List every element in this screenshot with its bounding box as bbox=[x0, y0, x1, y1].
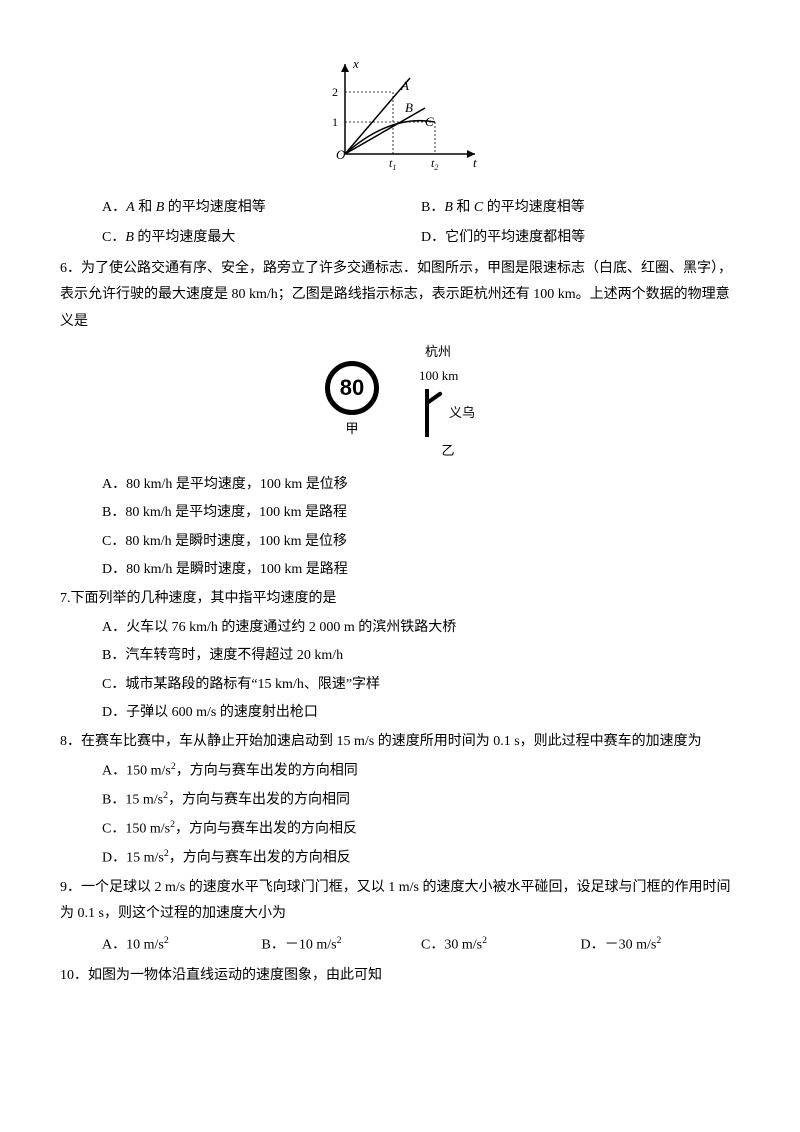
q8c-pre: C．150 m/s bbox=[102, 822, 170, 837]
q9-stem: 9．一个足球以 2 m/s 的速度水平飞向球门门框，又以 1 m/s 的速度大小… bbox=[60, 875, 740, 928]
q8-stem: 8．在赛车比赛中，车从静止开始加速启动到 15 m/s 的速度所用时间为 0.1… bbox=[60, 729, 740, 756]
q10-stem: 10．如图为一物体沿直线运动的速度图象，由此可知 bbox=[60, 963, 740, 990]
q8d-pre: D．15 m/s bbox=[102, 851, 164, 866]
road-fork-icon bbox=[419, 389, 443, 437]
q6-opt-c: C．80 km/h 是瞬时速度，100 km 是位移 bbox=[60, 529, 740, 556]
curve-B-label: B bbox=[405, 100, 413, 115]
dest-top: 杭州 bbox=[425, 340, 475, 365]
speed-limit-sign: 80 bbox=[325, 361, 379, 415]
q7-opt-a: A．火车以 76 km/h 的速度通过约 2 000 m 的滨州铁路大桥 bbox=[60, 615, 740, 642]
curve-C-label: C bbox=[425, 114, 434, 129]
q9-opt-a: A．10 m/s2 bbox=[102, 932, 262, 959]
xtick-t2: t2 bbox=[431, 156, 438, 172]
origin-label: O bbox=[336, 147, 346, 162]
q8-opt-d: D．15 m/s2，方向与赛车出发的方向相反 bbox=[60, 845, 740, 872]
q8b-suf: ，方向与赛车出发的方向相同 bbox=[168, 792, 350, 807]
q9b-t: B．－10 m/s bbox=[262, 937, 337, 952]
dest-side: 义乌 bbox=[449, 401, 475, 426]
q8a-pre: A．150 m/s bbox=[102, 763, 171, 778]
q5-opt-b: B．B 和 C 的平均速度相等 bbox=[421, 195, 740, 222]
q8b-pre: B．15 m/s bbox=[102, 792, 163, 807]
q7-opt-c: C．城市某路段的路标有“15 km/h、限速”字样 bbox=[60, 672, 740, 699]
q9-opt-b: B．－10 m/s2 bbox=[262, 932, 422, 959]
q6-opt-b: B．80 km/h 是平均速度，100 km 是路程 bbox=[60, 500, 740, 527]
q9-opt-c: C．30 m/s2 bbox=[421, 932, 581, 959]
ytick-1: 1 bbox=[332, 115, 338, 129]
q5-row-ab: A．A 和 B 的平均速度相等 B．B 和 C 的平均速度相等 bbox=[60, 193, 740, 224]
q6-figure: 80 甲 杭州 100 km 义乌 乙 bbox=[60, 340, 740, 464]
q8-opt-b: B．15 m/s2，方向与赛车出发的方向相同 bbox=[60, 787, 740, 814]
x-axis-label: t bbox=[473, 155, 477, 170]
sign-yi: 杭州 100 km 义乌 乙 bbox=[419, 340, 475, 464]
q7-opt-b: B．汽车转弯时，速度不得超过 20 km/h bbox=[60, 643, 740, 670]
ytick-2: 2 bbox=[332, 85, 338, 99]
graph-x-t: x t O 1 2 A B C t1 t2 bbox=[60, 54, 740, 185]
xt-graph-svg: x t O 1 2 A B C t1 t2 bbox=[315, 54, 485, 174]
q7-opt-d: D．子弹以 600 m/s 的速度射出枪口 bbox=[60, 700, 740, 727]
q9a-t: A．10 m/s bbox=[102, 937, 164, 952]
q8-opt-a: A．150 m/s2，方向与赛车出发的方向相同 bbox=[60, 758, 740, 785]
q7-stem: 7.下面列举的几种速度，其中指平均速度的是 bbox=[60, 586, 740, 613]
q5-opt-d: D．它们的平均速度都相等 bbox=[421, 225, 740, 252]
q8a-suf: ，方向与赛车出发的方向相同 bbox=[176, 763, 358, 778]
q9-opt-d: D．－30 m/s2 bbox=[581, 932, 741, 959]
xtick-t1: t1 bbox=[389, 156, 396, 172]
dest-dist: 100 km bbox=[419, 364, 475, 389]
q5-opt-a: A．A 和 B 的平均速度相等 bbox=[102, 195, 421, 222]
q8c-suf: ，方向与赛车出发的方向相反 bbox=[175, 822, 357, 837]
q6-opt-a: A．80 km/h 是平均速度，100 km 是位移 bbox=[60, 472, 740, 499]
q5-row-cd: C．B 的平均速度最大 D．它们的平均速度都相等 bbox=[60, 223, 740, 254]
sign-yi-label: 乙 bbox=[421, 439, 475, 464]
y-axis-label: x bbox=[352, 56, 359, 71]
sign-jia: 80 甲 bbox=[325, 361, 379, 442]
q9d-t: D．－30 m/s bbox=[581, 937, 657, 952]
curve-A-label: A bbox=[400, 78, 409, 93]
q5-opt-c: C．B 的平均速度最大 bbox=[102, 225, 421, 252]
q9-opts-row: A．10 m/s2 B．－10 m/s2 C．30 m/s2 D．－30 m/s… bbox=[60, 930, 740, 961]
q9c-t: C．30 m/s bbox=[421, 937, 482, 952]
q6-opt-d: D．80 km/h 是瞬时速度，100 km 是路程 bbox=[60, 557, 740, 584]
q6-stem: 6．为了使公路交通有序、安全，路旁立了许多交通标志．如图所示，甲图是限速标志（白… bbox=[60, 256, 740, 336]
sign-jia-label: 甲 bbox=[325, 417, 379, 442]
q8-opt-c: C．150 m/s2，方向与赛车出发的方向相反 bbox=[60, 816, 740, 843]
q8d-suf: ，方向与赛车出发的方向相反 bbox=[169, 851, 351, 866]
